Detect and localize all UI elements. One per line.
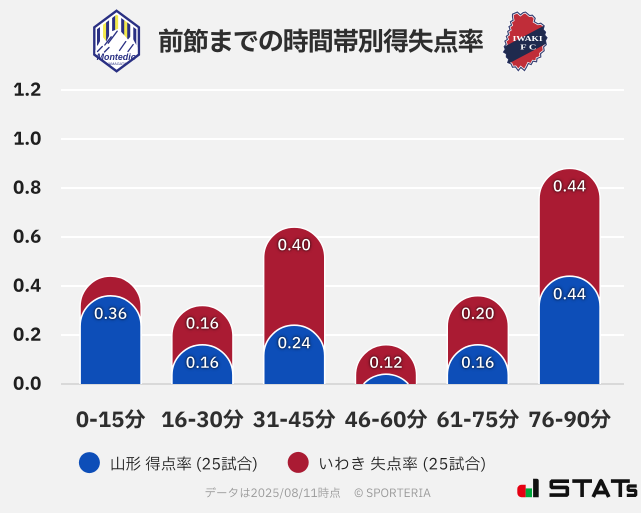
- svg-text:Montedio: Montedio: [97, 52, 137, 62]
- svg-text:YAMAGATA: YAMAGATA: [106, 62, 126, 66]
- svg-text:IWAKI: IWAKI: [513, 34, 543, 43]
- svg-text:F C: F C: [520, 43, 536, 52]
